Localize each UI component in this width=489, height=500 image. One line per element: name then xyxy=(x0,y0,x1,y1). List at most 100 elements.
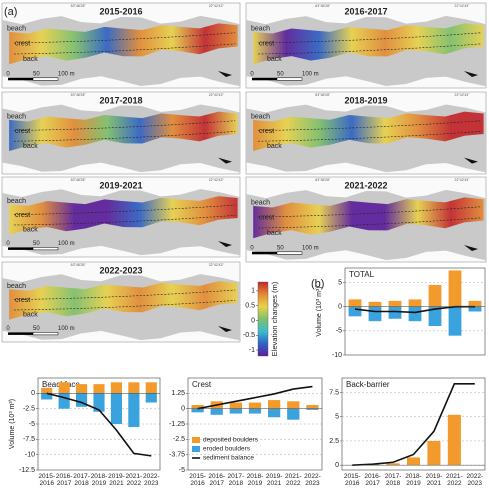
colorbar-tick-label: 0 xyxy=(251,317,255,324)
scale-label: 0 xyxy=(6,326,10,332)
map-title: 2018-2019 xyxy=(344,95,387,105)
map-title: 2016-2017 xyxy=(344,6,387,16)
bar xyxy=(128,382,140,394)
bar xyxy=(191,404,204,409)
x-tick-label: 2017- 2018 xyxy=(73,473,90,487)
north-arrow xyxy=(464,245,478,251)
map-label: crest xyxy=(15,41,30,48)
bar xyxy=(408,299,422,307)
bar xyxy=(58,393,70,409)
legend-label: sediment balance xyxy=(203,455,254,462)
map-label: beach xyxy=(251,199,270,206)
map-title: 2019-2021 xyxy=(99,180,142,190)
scale-bar xyxy=(32,247,59,251)
bar xyxy=(448,306,462,336)
dashed-line xyxy=(257,131,482,142)
x-tick-label: 2016- 2017 xyxy=(364,473,381,487)
coordinate: 22°42'43" xyxy=(455,178,471,182)
bar xyxy=(386,463,400,466)
bar xyxy=(58,382,70,394)
dashed-line xyxy=(13,120,236,131)
balance-line xyxy=(197,385,313,410)
plot-frame xyxy=(341,377,486,471)
bar xyxy=(306,408,319,410)
x-tick-label: 2016- 2017 xyxy=(208,473,226,487)
colorbar-tick-label: 0.5 xyxy=(245,303,255,310)
y-tick-label: -2.5 xyxy=(23,406,35,413)
x-tick-label: 2018- 2019 xyxy=(90,473,108,487)
bar xyxy=(427,440,441,466)
bar xyxy=(110,393,123,424)
map-label: back xyxy=(23,227,38,234)
x-tick-label: 2022- 2023 xyxy=(304,473,321,487)
scale-bar xyxy=(252,77,277,81)
bar xyxy=(306,404,319,409)
scale-label: 100 m xyxy=(58,241,75,247)
bar xyxy=(448,270,462,307)
y-axis-label: Volume (10³ m³) xyxy=(9,399,16,449)
coordinate: 63°48'28" xyxy=(315,4,331,8)
bar xyxy=(145,382,157,394)
dashed-line xyxy=(13,43,236,55)
y-tick-label: -2.5 xyxy=(173,436,185,443)
bar xyxy=(287,401,300,409)
bar xyxy=(229,408,242,414)
dashed-line xyxy=(257,43,482,55)
north-arrow xyxy=(218,241,232,247)
x-tick-label: 2015- 2016 xyxy=(38,473,56,487)
colorbar-tick-label: 1 xyxy=(251,288,255,295)
bar xyxy=(268,408,281,418)
legend-swatch xyxy=(192,437,200,443)
bar xyxy=(145,393,157,403)
y-tick-label: -12.5 xyxy=(19,467,35,474)
y-tick-label: 0 xyxy=(338,304,342,311)
coordinate: 63°48'28" xyxy=(315,178,331,182)
scale-label: 100 m xyxy=(302,245,319,251)
bar xyxy=(191,408,204,413)
map-title: 2022-2023 xyxy=(99,265,142,275)
legend-swatch xyxy=(192,446,200,452)
dashed-line xyxy=(257,217,482,229)
bar xyxy=(348,306,362,317)
x-tick-label: 2017- 2018 xyxy=(227,473,245,487)
coordinate: 22°42'43" xyxy=(209,4,225,8)
scale-label: 50 xyxy=(33,326,40,332)
coordinate: 63°48'28" xyxy=(71,93,87,97)
scale-bar xyxy=(8,332,33,335)
y-tick-label: -5 xyxy=(179,467,185,474)
north-arrow xyxy=(464,71,478,77)
bar xyxy=(287,408,300,420)
map-label: back xyxy=(23,143,38,150)
map-label: beach xyxy=(7,113,26,120)
x-tick-label: 2019- 2021 xyxy=(425,473,443,487)
coordinate: 63°48'28" xyxy=(71,178,87,182)
x-tick-label: 2021- 2022 xyxy=(446,473,463,487)
bar xyxy=(468,306,482,312)
x-tick-label: 2016- 2017 xyxy=(55,473,73,487)
scale-bar xyxy=(32,332,59,336)
dashed-line xyxy=(13,32,236,44)
north-arrow xyxy=(464,157,478,164)
y-tick-label: -1.25 xyxy=(169,421,185,428)
north-arrow xyxy=(218,71,232,77)
colorbar xyxy=(257,281,269,357)
scale-bar xyxy=(32,77,59,81)
bar xyxy=(468,300,482,307)
scale-bar xyxy=(8,77,33,81)
dashed-line xyxy=(257,120,482,131)
scale-label: 100 m xyxy=(302,71,319,77)
map-title: 2015-2016 xyxy=(99,6,142,16)
y-tick-label: 1.25 xyxy=(171,390,185,397)
coordinate: 22°42'43" xyxy=(209,263,225,267)
bar xyxy=(248,408,262,414)
balance-line xyxy=(46,392,152,457)
dashed-line xyxy=(13,289,236,300)
map-label: crest xyxy=(15,212,30,219)
scale-bar xyxy=(8,247,33,250)
x-tick-label: 2019- 2021 xyxy=(108,473,125,487)
legend-label: deposited boulders xyxy=(203,437,259,444)
north-arrow xyxy=(218,326,232,332)
north-arrow xyxy=(218,157,232,164)
elevation-change xyxy=(9,23,238,65)
